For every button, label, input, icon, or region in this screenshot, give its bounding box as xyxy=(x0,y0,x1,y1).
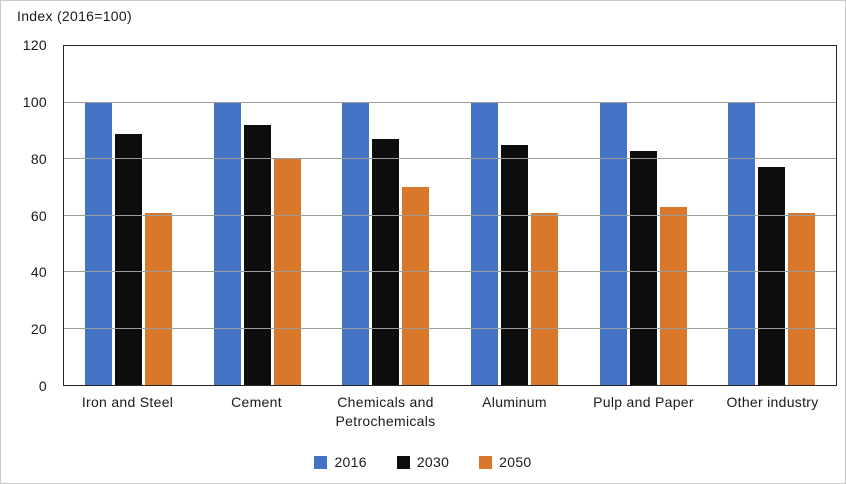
gridline xyxy=(64,101,836,103)
bar-2030 xyxy=(629,150,657,385)
x-axis-label: Pulp and Paper xyxy=(593,394,694,410)
gridline xyxy=(64,214,836,216)
legend-label: 2050 xyxy=(499,454,532,470)
bar-2016 xyxy=(342,102,370,385)
legend-swatch-2030 xyxy=(396,455,410,469)
y-tick-label: 20 xyxy=(30,321,47,338)
bar-2050 xyxy=(788,212,816,385)
plot-area xyxy=(63,45,837,386)
bar-2016 xyxy=(84,102,112,385)
y-tick-label: 0 xyxy=(38,378,47,394)
bar-group xyxy=(450,46,579,385)
bar-2050 xyxy=(144,212,172,385)
x-axis-label: Aluminum xyxy=(482,394,547,410)
bar-2030 xyxy=(758,167,786,385)
bar-groups xyxy=(64,46,836,385)
bar-2016 xyxy=(470,102,498,385)
bar-2016 xyxy=(213,102,241,385)
gridline xyxy=(64,158,836,159)
x-axis-label: Other industry xyxy=(726,394,819,410)
y-tick-label: 40 xyxy=(30,264,47,281)
bar-group xyxy=(64,46,193,385)
y-axis-tick-labels: 0 20 40 60 80 100 120 xyxy=(1,37,55,394)
y-tick-label: 80 xyxy=(30,150,47,167)
bar-2016 xyxy=(599,102,627,385)
y-tick-label: 60 xyxy=(30,207,47,224)
legend-item: 2050 xyxy=(479,454,531,470)
gridline xyxy=(64,327,836,329)
bar-2050 xyxy=(402,187,430,385)
legend-swatch-2050 xyxy=(479,455,493,469)
legend-label: 2016 xyxy=(334,454,367,470)
gridline xyxy=(64,271,836,272)
bar-2030 xyxy=(500,144,528,385)
y-tick-label: 100 xyxy=(22,93,47,110)
bar-2050 xyxy=(530,212,558,385)
y-axis-title: Index (2016=100) xyxy=(17,8,132,24)
bar-2030 xyxy=(372,139,400,385)
bar-group xyxy=(193,46,322,385)
x-axis-labels: Iron and Steel Cement Chemicals and Petroc… xyxy=(63,393,837,431)
legend: 2016 2030 2050 xyxy=(1,454,845,470)
legend-item: 2016 xyxy=(314,454,367,470)
x-axis-label: Cement xyxy=(231,394,282,410)
x-axis-label: Chemicals and Petrochemicals xyxy=(335,394,436,429)
bar-group xyxy=(707,46,836,385)
bar-2050 xyxy=(273,159,301,385)
bar-group xyxy=(579,46,708,385)
bar-group xyxy=(321,46,450,385)
bar-2050 xyxy=(659,207,687,385)
bar-2016 xyxy=(728,102,756,385)
bar-2030 xyxy=(243,125,271,385)
legend-item: 2030 xyxy=(396,454,450,470)
x-axis-label: Iron and Steel xyxy=(81,394,174,410)
y-tick-label: 120 xyxy=(22,37,47,53)
legend-swatch-2016 xyxy=(314,455,328,469)
legend-label: 2030 xyxy=(416,454,450,470)
bar-2030 xyxy=(114,133,142,385)
